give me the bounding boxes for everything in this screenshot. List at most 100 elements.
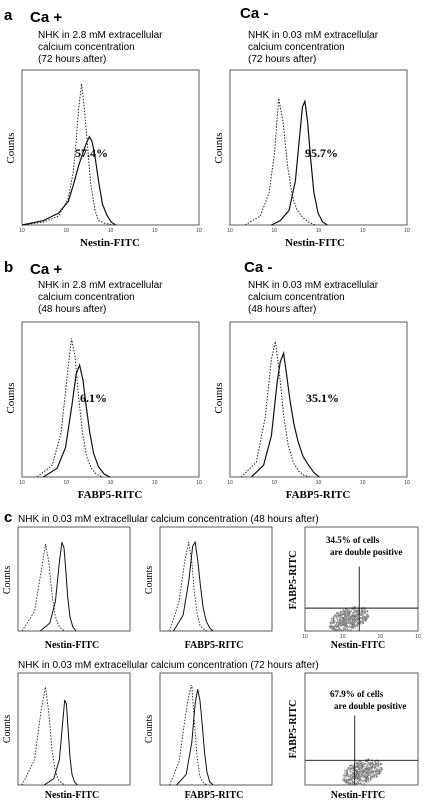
dot-point [347,779,350,781]
x-axis-label: FABP5-RITC [286,489,351,501]
dot-point [346,615,349,618]
dot-point [354,774,357,777]
dot-point [367,770,369,773]
dot-point [343,613,346,616]
x-axis-label: Nestin-FITC [331,640,385,651]
dot-point [359,770,361,772]
dot-point [368,780,370,783]
dot-point [356,776,358,779]
dot-point [357,618,360,621]
dot-point [367,762,370,764]
series-solid-line [21,135,117,226]
dot-point [335,622,338,624]
dot-point [367,778,369,781]
dot-point [360,762,362,765]
dot-point [351,614,354,616]
dot-point [344,630,346,632]
dot-cloud [328,606,370,632]
dot-point [340,619,343,622]
dot-point [368,769,370,771]
dot-point [371,765,374,767]
dot-point [350,616,352,619]
x-tick-label: 10 [196,480,202,486]
dot-point [342,610,345,612]
dot-point [343,774,345,777]
dot-point [345,619,348,622]
dot-point [350,764,353,767]
dot-point [353,617,356,620]
dot-point [360,620,362,623]
dot-point [343,622,346,625]
x-tick-label: 10 [302,634,308,640]
dot-point [358,762,361,765]
dot-point [372,763,374,765]
chart-a-left: 57.4% Counts Nestin-FITC 10 10 10 10 10 [5,69,202,249]
dot-point [343,612,345,614]
dot-point [338,630,341,632]
dot-point [363,770,365,773]
dot-point [359,775,362,777]
dot-point [345,780,347,782]
dot-point [361,608,363,611]
y-axis-label: FABP5-RITC [288,700,299,759]
dot-point [366,617,369,620]
dot-point [348,626,351,628]
dot-point [376,773,378,775]
dot-point [370,772,372,774]
dot-point [359,772,361,775]
dot-point [364,774,366,777]
dot-point [344,779,346,781]
dot-point [362,776,365,779]
dot-point [345,613,348,615]
dot-point [371,769,374,772]
dot-point [362,761,364,764]
dot-point [356,781,359,783]
y-axis-label: FABP5-RITC [288,551,299,610]
dot-point [342,621,345,624]
y-axis-label: Counts [213,382,225,413]
dot-point [355,766,357,768]
dot-point [365,779,367,781]
x-axis-label: Nestin-FITC [285,237,345,249]
dot-point [350,777,353,780]
x-axis-label: FABP5-RITC [185,640,244,651]
dot-point [362,771,364,774]
dot-point [354,619,356,621]
x-tick-label: 10 [64,480,70,486]
dot-point [365,614,368,616]
series-dotted-line [21,687,66,786]
plot-frame [229,69,408,226]
dot-point [364,611,366,613]
x-tick-label: 10 [108,228,114,234]
dot-point [354,782,357,785]
dot-point [345,778,348,780]
annotation-line-2: are double positive [334,701,406,711]
dot-point [351,775,354,778]
dot-point [346,621,348,624]
dot-point [365,775,368,778]
dot-point [342,629,344,632]
dot-point [341,613,344,616]
series-solid-line [43,699,78,786]
dot-point [363,782,366,785]
x-tick-label: 10 [378,634,384,640]
dot-point [366,764,368,767]
dot-point [353,625,356,627]
dot-point [369,767,372,769]
dot-point [356,770,359,773]
desc-b-left-2: calcium concentration [38,292,135,303]
panel-letter-c: c [4,509,12,526]
dot-point [352,777,354,779]
dot-point [351,615,353,617]
dot-point [354,616,357,618]
dot-point [361,774,364,777]
panel-letter-b: b [4,259,13,276]
dot-point [357,613,360,616]
dot-point [344,618,347,621]
dot-point [363,612,366,615]
dot-point [345,781,347,783]
condition-b-left: Ca + [30,261,62,278]
y-axis-label: Counts [5,132,17,163]
dot-point [379,769,382,771]
dot-point [337,628,340,631]
